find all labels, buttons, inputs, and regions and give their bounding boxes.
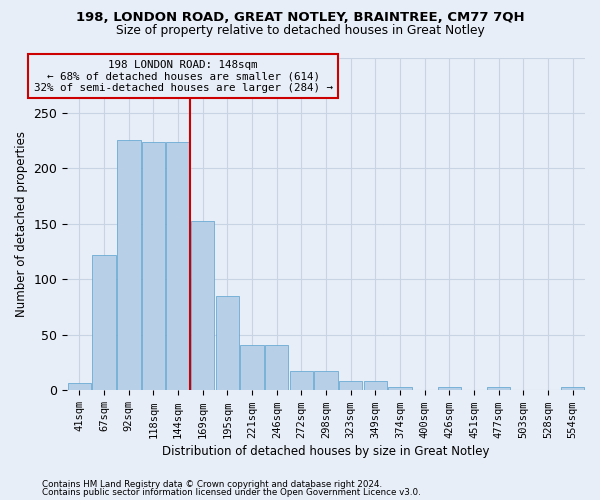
Bar (487, 387, 511, 390)
Bar (364, 382, 387, 390)
Text: Contains public sector information licensed under the Open Government Licence v3: Contains public sector information licen… (42, 488, 421, 497)
Bar (68, 382, 91, 390)
Bar (265, 345, 289, 391)
Bar (388, 387, 412, 390)
Bar (191, 220, 214, 390)
Bar (561, 387, 584, 390)
Bar (216, 296, 239, 390)
Bar (290, 372, 313, 390)
Text: Contains HM Land Registry data © Crown copyright and database right 2024.: Contains HM Land Registry data © Crown c… (42, 480, 382, 489)
Bar (339, 382, 362, 390)
Bar (241, 345, 264, 391)
Bar (166, 142, 190, 390)
Bar (314, 372, 338, 390)
Y-axis label: Number of detached properties: Number of detached properties (15, 131, 28, 317)
Bar (92, 255, 116, 390)
X-axis label: Distribution of detached houses by size in Great Notley: Distribution of detached houses by size … (163, 444, 490, 458)
Text: 198, LONDON ROAD, GREAT NOTLEY, BRAINTREE, CM77 7QH: 198, LONDON ROAD, GREAT NOTLEY, BRAINTRE… (76, 11, 524, 24)
Text: Size of property relative to detached houses in Great Notley: Size of property relative to detached ho… (116, 24, 484, 37)
Text: 198 LONDON ROAD: 148sqm
← 68% of detached houses are smaller (614)
32% of semi-d: 198 LONDON ROAD: 148sqm ← 68% of detache… (34, 60, 332, 93)
Bar (117, 140, 140, 390)
Bar (142, 142, 165, 390)
Bar (437, 387, 461, 390)
